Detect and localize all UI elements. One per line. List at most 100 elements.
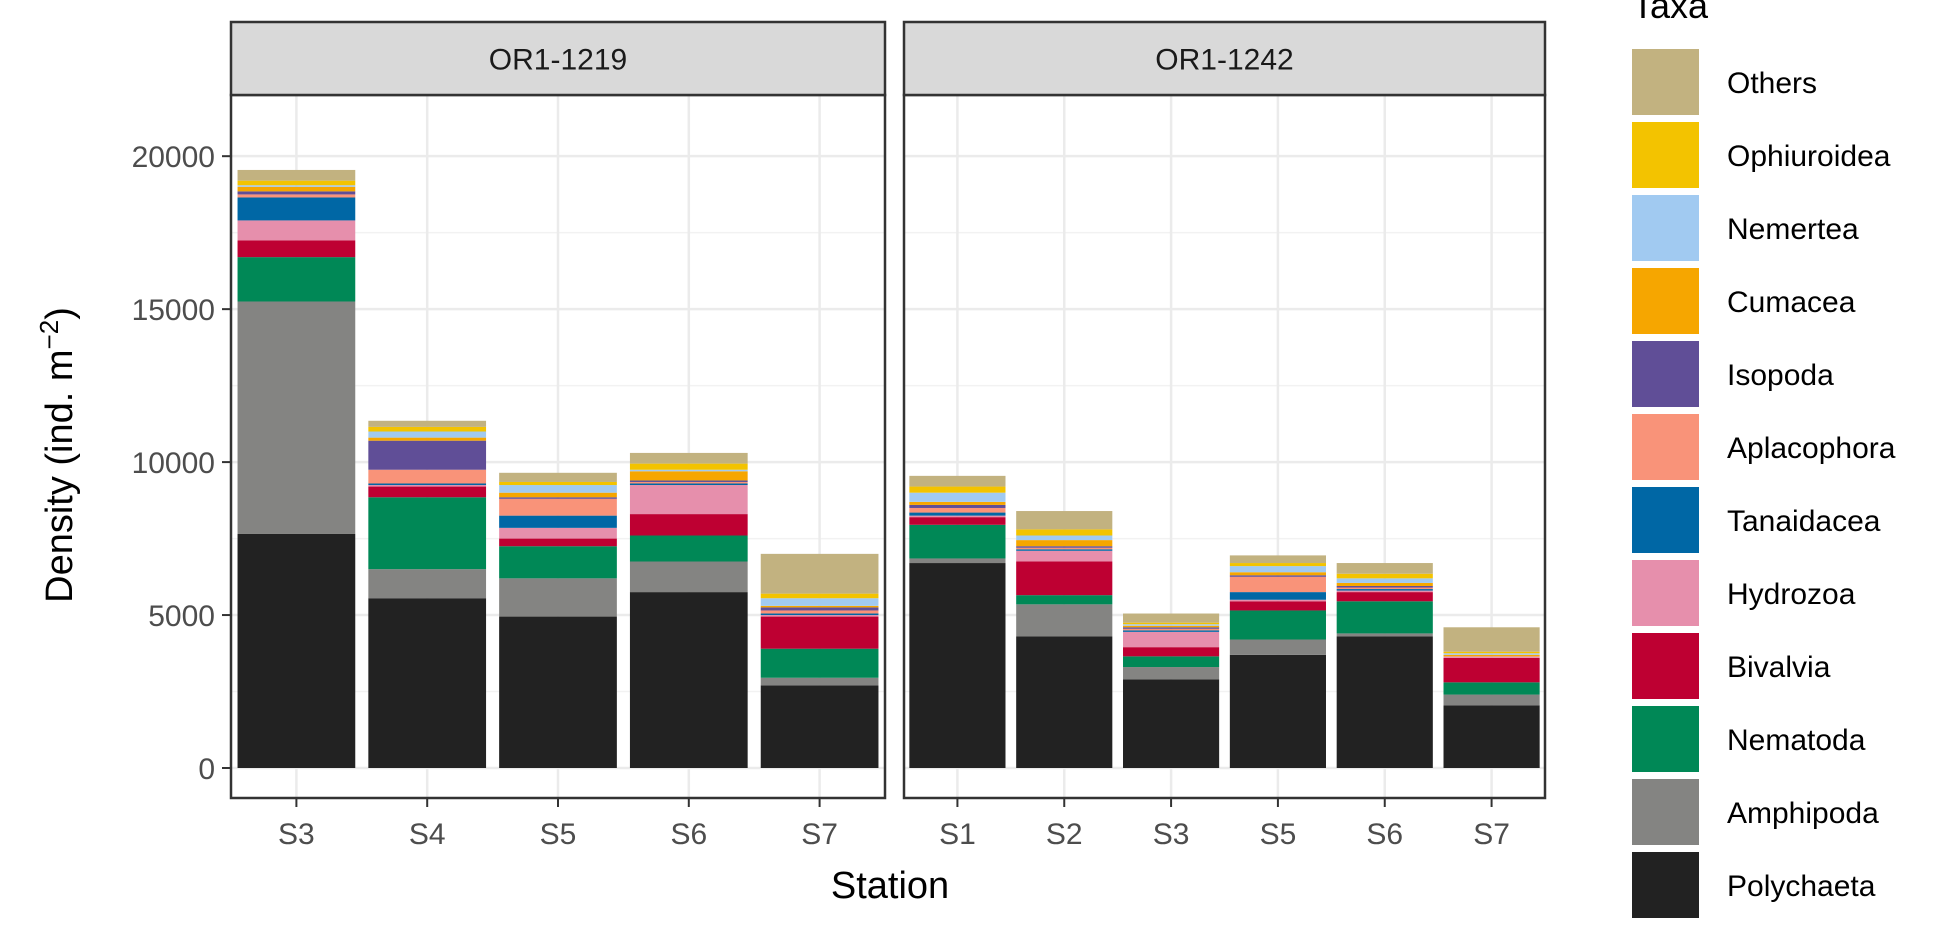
legend-label: Nematoda [1727, 724, 1866, 757]
y-axis-title-main: Density (ind. m [39, 349, 81, 602]
legend-item-amphipoda: Amphipoda [1632, 779, 1879, 845]
bar-segment-isopoda [499, 497, 617, 499]
bar-segment-isopoda [1016, 546, 1113, 548]
bar-segment-cumacea [1229, 572, 1326, 576]
bar-segment-bivalvia [1336, 592, 1433, 602]
bar-segment-aplacophora [237, 194, 356, 198]
bar-segment-isopoda [1123, 627, 1220, 629]
bar-segment-ophiuroidea [760, 593, 879, 599]
legend-item-isopoda: Isopoda [1632, 341, 1834, 407]
bar-segment-others [760, 553, 879, 594]
bar-segment-tanaidacea [499, 515, 617, 528]
bar-segment-hydrozoa [1016, 550, 1113, 562]
bar-segment-amphipoda [1016, 604, 1113, 637]
legend-key-swatch [1632, 852, 1699, 918]
bar-segment-isopoda [1336, 585, 1433, 588]
legend-item-cumacea: Cumacea [1632, 268, 1856, 334]
x-tick-label: S2 [1046, 818, 1083, 851]
bar-segment-others [629, 452, 748, 464]
bar-segment-amphipoda [629, 561, 748, 593]
bar-segment-ophiuroidea [1229, 563, 1326, 567]
bar-segment-ophiuroidea [1123, 622, 1220, 625]
bar-stack-s7 [760, 553, 879, 768]
bar-segment-hydrozoa [1123, 631, 1220, 648]
bar-segment-nemertea [760, 598, 879, 606]
bar-segment-nemertea [1016, 535, 1113, 541]
legend-key-swatch [1632, 779, 1699, 845]
x-axis-title: Station [831, 865, 949, 907]
bar-segment-hydrozoa [237, 220, 356, 241]
bar-segment-ophiuroidea [1443, 651, 1540, 654]
bar-segment-ophiuroidea [237, 180, 356, 186]
legend-label: Cumacea [1727, 286, 1856, 319]
bar-segment-polychaeta [629, 592, 748, 768]
bar-segment-hydrozoa [499, 527, 617, 539]
bar-segment-tanaidacea [760, 613, 879, 616]
legend-label: Aplacophora [1727, 432, 1896, 465]
bar-segment-others [499, 472, 617, 482]
bar-segment-cumacea [499, 492, 617, 498]
x-tick-label: S5 [1260, 818, 1297, 851]
y-tick-label: 10000 [132, 447, 215, 480]
bar-segment-ophiuroidea [1016, 529, 1113, 536]
bar-segment-amphipoda [499, 578, 617, 617]
bar-segment-nematoda [499, 546, 617, 579]
bar-segment-cumacea [1443, 654, 1540, 657]
y-tick-label: 15000 [132, 294, 215, 327]
bar-segment-polychaeta [499, 616, 617, 768]
bar-segment-nemertea [1123, 624, 1220, 626]
x-tick-label: S7 [801, 818, 838, 851]
bar-segment-bivalvia [1443, 657, 1540, 683]
legend-item-aplacophora: Aplacophora [1632, 414, 1896, 480]
bar-segment-hydrozoa [760, 615, 879, 617]
bar-segment-aplacophora [909, 507, 1006, 513]
bar-segment-isopoda [909, 504, 1006, 508]
bar-segment-ophiuroidea [909, 486, 1006, 493]
bar-segment-aplacophora [499, 498, 617, 516]
bar-segment-aplacophora [760, 610, 879, 614]
bar-segment-tanaidacea [1016, 549, 1113, 551]
legend-key-swatch [1632, 341, 1699, 407]
bar-segment-amphipoda [368, 569, 487, 599]
bar-segment-aplacophora [1016, 547, 1113, 550]
bar-segment-others [1443, 627, 1540, 652]
legend-key-swatch [1632, 49, 1699, 115]
bar-segment-polychaeta [1229, 654, 1326, 768]
bar-segment-hydrozoa [368, 485, 487, 487]
legend-label: Nemertea [1727, 213, 1859, 246]
bar-segment-cumacea [237, 186, 356, 192]
bar-segment-hydrozoa [909, 515, 1006, 518]
bar-stack-s2 [1016, 511, 1113, 768]
bar-segment-nemertea [629, 469, 748, 472]
bar-segment-polychaeta [909, 563, 1006, 768]
bar-segment-polychaeta [1336, 636, 1433, 768]
legend-title: Taxa [1632, 0, 1709, 26]
bar-segment-cumacea [1336, 582, 1433, 586]
bar-segment-bivalvia [1123, 647, 1220, 657]
chart-panels: S3 S4 S5 S6 S7 OR1-1219 S1 S2 S3 S5 S6 S7 OR1-1242 [229, 20, 1547, 851]
bar-segment-bivalvia [629, 514, 748, 536]
bar-segment-cumacea [909, 501, 1006, 505]
y-axis-title-close: ) [39, 307, 81, 320]
legend-key-swatch [1632, 487, 1699, 553]
bar-segment-bivalvia [237, 240, 356, 258]
bar-stack-s6 [1336, 563, 1433, 768]
bar-segment-tanaidacea [909, 512, 1006, 516]
facet-strip-label: OR1-1242 [1155, 44, 1293, 77]
bar-segment-nemertea [909, 492, 1006, 502]
legend-key-swatch [1632, 268, 1699, 334]
bar-segment-hydrozoa [1336, 590, 1433, 593]
legend: Taxa Others Ophiuroidea Nemertea Cumacea Isop… [1632, 0, 1896, 918]
bar-segment-amphipoda [1229, 639, 1326, 655]
y-tick-label: 5000 [148, 600, 215, 633]
bar-segment-others [368, 420, 487, 427]
bar-segment-bivalvia [760, 616, 879, 649]
x-tick-label: S3 [278, 818, 315, 851]
facet-strip-label: OR1-1219 [489, 44, 627, 77]
bar-segment-others [1016, 511, 1113, 530]
bar-segment-tanaidacea [237, 197, 356, 221]
bar-segment-tanaidacea [1123, 630, 1220, 632]
bar-segment-cumacea [629, 471, 748, 481]
bar-segment-ophiuroidea [499, 481, 617, 486]
